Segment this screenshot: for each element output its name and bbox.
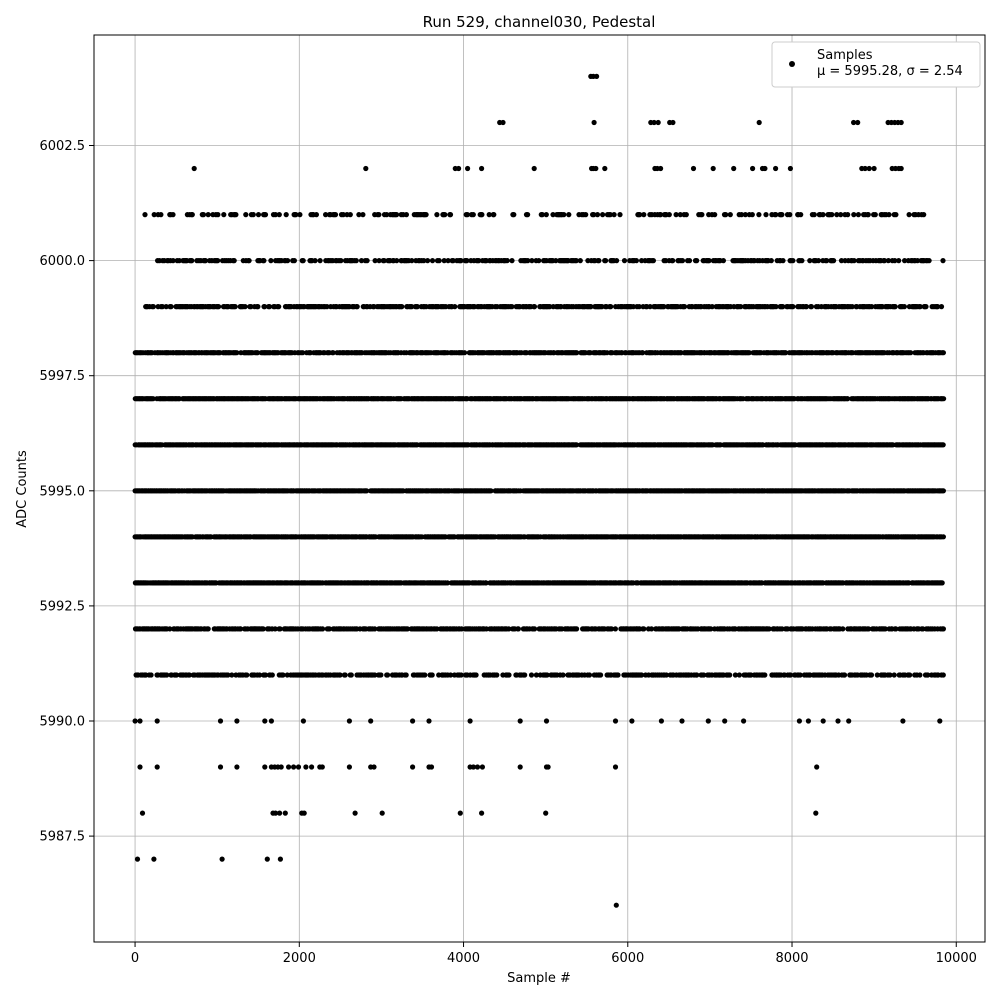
data-point [462,350,468,356]
data-point [641,626,647,632]
data-point [515,626,522,632]
data-point [925,672,931,678]
data-point [917,672,923,678]
chart-title: Run 529, channel030, Pedestal [423,13,656,31]
data-point [940,672,946,678]
data-point [337,672,343,678]
data-point [533,672,540,678]
data-point [229,672,235,678]
data-point [544,672,550,678]
data-point [940,626,947,632]
data-point [882,626,888,632]
data-point [663,672,670,678]
data-point [205,626,211,632]
data-point [262,672,269,678]
data-point [941,396,947,402]
data-point [907,672,913,678]
data-point [494,672,500,678]
data-point [532,626,538,632]
data-point [608,626,615,632]
data-point [269,672,275,678]
data-point [797,672,803,678]
data-point [842,672,848,678]
data-point [708,626,714,632]
data-point [342,672,348,678]
data-point [874,672,880,678]
data-point [280,672,286,678]
data-point [378,672,384,678]
data-point [574,626,580,632]
data-point [893,626,899,632]
data-point [727,672,733,678]
data-point [448,672,454,678]
data-point [560,672,566,678]
data-point [522,672,528,678]
data-point [887,672,893,678]
data-point [787,672,794,678]
data-point [372,672,378,678]
data-points [132,73,947,908]
data-point [648,626,655,632]
data-point [403,672,409,678]
data-point [244,672,250,678]
data-point [167,626,173,632]
data-point [866,626,872,632]
data-point [404,626,411,632]
data-point [257,672,263,678]
data-point [238,626,244,632]
data-point [615,672,621,678]
data-point [762,672,768,678]
data-point [701,672,707,678]
data-point [612,626,619,632]
data-point [444,580,451,586]
data-point [736,672,743,678]
data-point [326,626,332,632]
data-point [483,580,489,586]
data-point [586,672,593,678]
data-point [320,626,326,632]
data-point [940,442,946,448]
data-point [891,672,897,678]
data-point [939,580,945,586]
data-point [372,626,378,632]
data-point [940,534,947,540]
data-point [260,626,266,632]
data-point [225,672,231,678]
data-point [868,672,875,678]
data-point [473,672,479,678]
data-point [940,488,947,494]
data-point [528,672,535,678]
data-point [434,626,440,632]
data-point [186,672,192,678]
data-point [506,626,512,632]
data-point [173,672,180,678]
data-point [639,672,645,678]
data-point [272,626,278,632]
data-point [348,672,354,678]
data-point [277,626,283,632]
data-point [385,672,391,678]
data-point [732,672,739,678]
data-point [148,672,154,678]
data-point [458,672,464,678]
data-point [694,672,700,678]
data-point [598,672,604,678]
data-point [779,626,785,632]
data-point [429,672,435,678]
data-point [164,672,170,678]
data-point [766,626,772,632]
data-point [422,672,428,678]
data-point [840,626,846,632]
data-point [506,672,512,678]
data-point [459,626,465,632]
